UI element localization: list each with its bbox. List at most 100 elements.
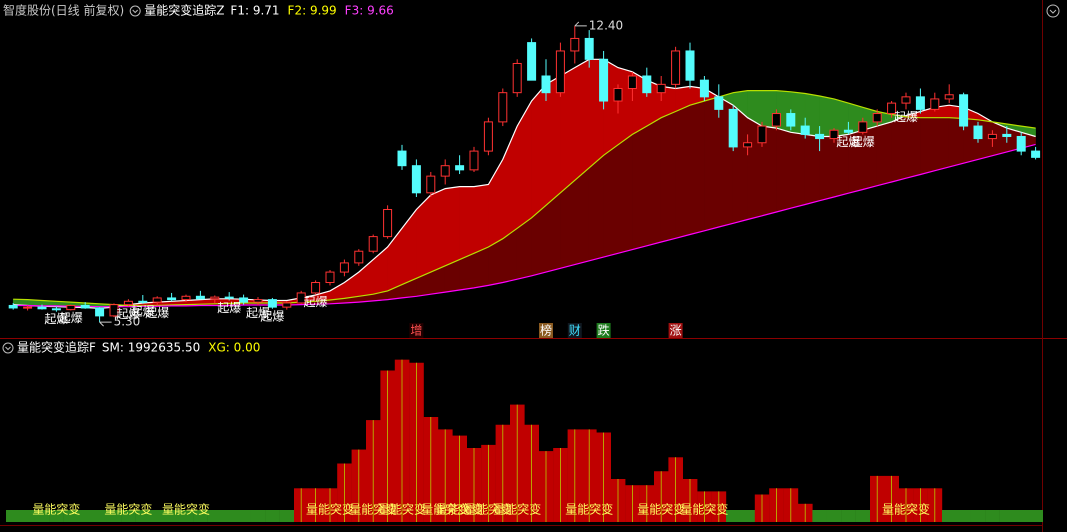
burst-label: 量能突变 bbox=[436, 502, 484, 517]
volume-calm-band bbox=[1014, 510, 1029, 522]
candle-body bbox=[786, 113, 796, 127]
candle-body bbox=[656, 83, 666, 94]
candle-body bbox=[843, 129, 853, 133]
volume-calm-band bbox=[34, 510, 50, 522]
candle-body bbox=[296, 292, 306, 304]
volume-calm-band bbox=[150, 510, 165, 522]
max-label: 12.40 bbox=[589, 18, 623, 32]
ma-base-band bbox=[776, 127, 792, 213]
ma-base-band bbox=[804, 134, 820, 205]
ma-base-band bbox=[473, 246, 489, 289]
candle-body bbox=[339, 262, 349, 273]
candle-body bbox=[138, 300, 148, 303]
event-label: 涨 bbox=[670, 323, 682, 338]
ma-base-band bbox=[819, 136, 835, 202]
burst-label: 量能突变 bbox=[306, 502, 354, 517]
candle-body bbox=[858, 121, 868, 133]
candle-body bbox=[887, 102, 897, 115]
volume-calm-band bbox=[942, 510, 957, 522]
volume-calm-band bbox=[222, 510, 237, 522]
volume-calm-band bbox=[164, 510, 179, 522]
volume-calm-band bbox=[121, 510, 136, 522]
signal-label: 起爆 bbox=[304, 295, 328, 309]
candle-body bbox=[282, 302, 292, 308]
candle-body bbox=[1016, 135, 1026, 152]
volume-calm-band bbox=[279, 510, 295, 522]
candle-body bbox=[800, 125, 810, 135]
candle-body bbox=[455, 165, 465, 171]
ma-trend-band bbox=[473, 184, 489, 254]
signal-label: 起爆 bbox=[116, 307, 140, 321]
candle-body bbox=[80, 304, 90, 309]
event-badge bbox=[668, 323, 683, 338]
ma-base-band bbox=[920, 117, 936, 175]
candle-body bbox=[37, 306, 47, 310]
candle-body bbox=[152, 297, 162, 303]
burst-label: 量能突变 bbox=[421, 502, 469, 517]
candle-body bbox=[527, 42, 537, 81]
candle-body bbox=[901, 96, 911, 104]
candle-body bbox=[181, 295, 191, 301]
indicator-menu[interactable] bbox=[2, 342, 14, 354]
volume-calm-band bbox=[812, 510, 827, 522]
ma-base-band bbox=[689, 100, 705, 235]
candle-body bbox=[944, 94, 954, 100]
candle-body bbox=[483, 121, 493, 152]
ma-base-band bbox=[675, 104, 691, 239]
candle-body bbox=[311, 282, 321, 294]
volume-calm-band bbox=[20, 510, 35, 522]
event-label: 财 bbox=[569, 324, 581, 338]
signal-label: 起爆 bbox=[246, 306, 270, 320]
candle-body bbox=[368, 236, 378, 252]
candle-body bbox=[23, 306, 33, 309]
ma-base-band bbox=[574, 167, 590, 265]
stock-title: 智度股份(日线 前复权) bbox=[3, 3, 124, 18]
burst-label: 量能突变 bbox=[464, 502, 512, 517]
signal-label: 起爆 bbox=[217, 301, 241, 315]
volume-calm-band bbox=[985, 510, 1000, 522]
event-badge bbox=[409, 323, 424, 338]
indicator-value: XG: 0.00 bbox=[208, 341, 260, 355]
candle-body bbox=[167, 297, 177, 301]
indicator-name: 量能突变追踪F bbox=[17, 340, 96, 355]
volume-calm-band bbox=[49, 510, 64, 522]
settings-icon[interactable] bbox=[1046, 4, 1060, 18]
ma-line bbox=[13, 143, 1036, 308]
candle-body bbox=[599, 58, 609, 102]
volume-calm-band bbox=[970, 510, 986, 522]
burst-label: 量能突变 bbox=[162, 502, 210, 517]
burst-label: 量能突变 bbox=[637, 502, 685, 517]
candle-body bbox=[195, 295, 205, 300]
signal-label: 起爆 bbox=[894, 110, 918, 124]
candle-body bbox=[959, 94, 969, 127]
event-label: 增 bbox=[410, 324, 422, 338]
candle-body bbox=[51, 308, 61, 311]
candle-body bbox=[426, 175, 436, 194]
ma-base-band bbox=[876, 121, 892, 187]
ma-base-band bbox=[660, 111, 676, 243]
burst-label: 量能突变 bbox=[32, 502, 80, 517]
volume-calm-band bbox=[1028, 510, 1043, 522]
candle-body bbox=[829, 129, 839, 140]
candle-body bbox=[685, 50, 695, 81]
indicator-value: F3: 9.66 bbox=[345, 4, 394, 18]
candle-body bbox=[987, 133, 997, 140]
signal-label: 起爆 bbox=[145, 306, 169, 320]
burst-label: 量能突变 bbox=[680, 502, 728, 517]
candle-body bbox=[239, 297, 249, 303]
min-pointer bbox=[99, 321, 112, 327]
candle-body bbox=[469, 150, 479, 171]
volume-calm-band bbox=[92, 510, 107, 522]
indicator-chevron bbox=[132, 9, 139, 14]
indicator-menu[interactable] bbox=[129, 5, 141, 17]
indicator-value: F1: 9.71 bbox=[230, 4, 279, 18]
volume-calm-band bbox=[6, 510, 21, 522]
candle-body bbox=[570, 37, 580, 52]
candle-body bbox=[743, 142, 753, 148]
volume-calm-band bbox=[726, 510, 741, 522]
candle-body bbox=[1002, 133, 1012, 137]
candle-body bbox=[109, 304, 119, 317]
candle-body bbox=[95, 307, 105, 317]
